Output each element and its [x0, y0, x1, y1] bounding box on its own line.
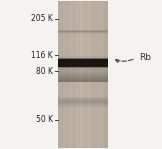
Text: Rb: Rb	[139, 53, 151, 62]
Text: 116 K: 116 K	[31, 51, 53, 60]
Text: 50 K: 50 K	[36, 115, 53, 124]
Text: 205 K: 205 K	[31, 14, 53, 23]
Text: 80 K: 80 K	[36, 67, 53, 76]
